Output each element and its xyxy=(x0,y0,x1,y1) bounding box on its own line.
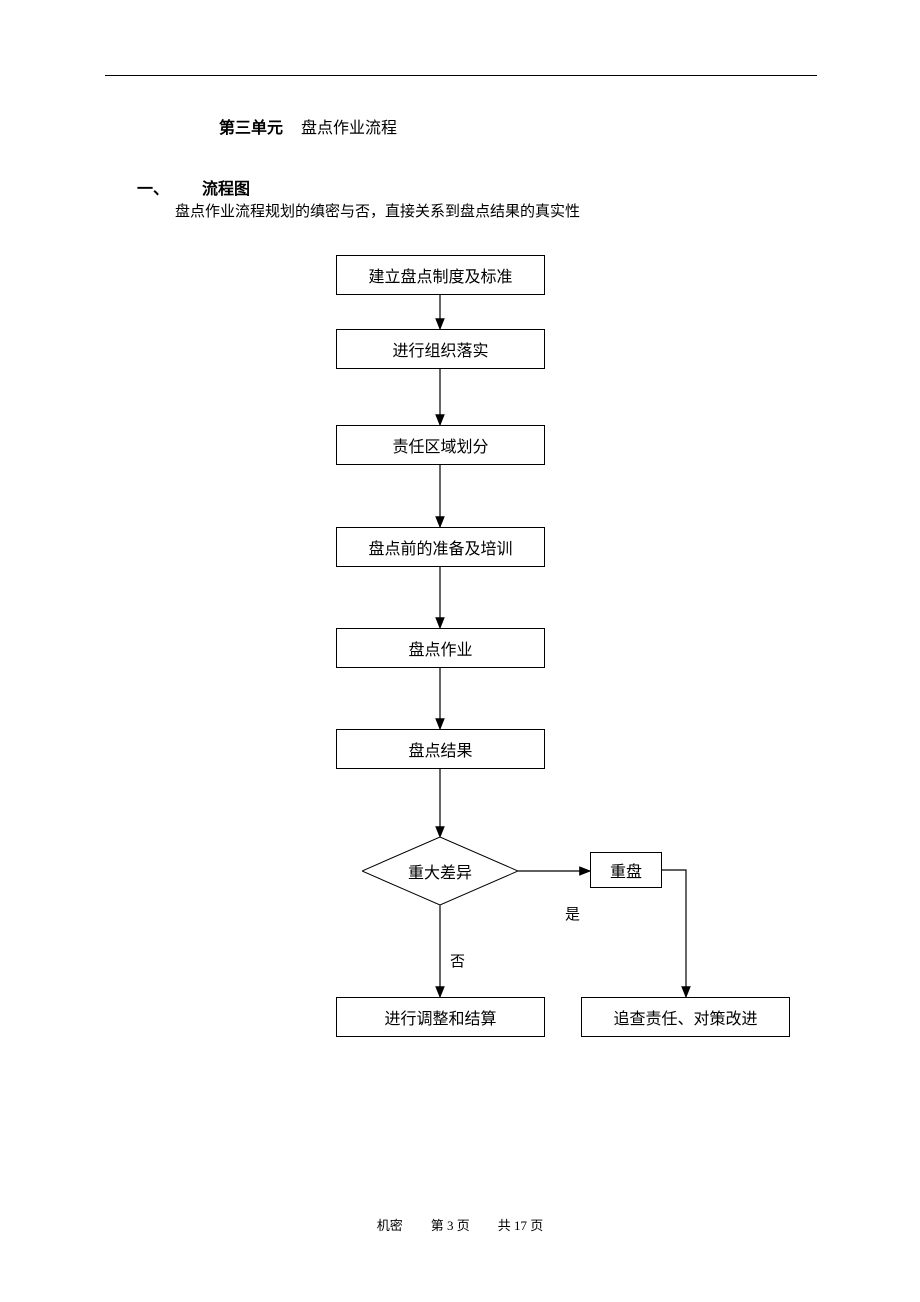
flow-node-n2: 进行组织落实 xyxy=(336,329,545,369)
footer-page-suffix: 页 xyxy=(457,1218,470,1233)
flowchart: 建立盘点制度及标准进行组织落实责任区域划分盘点前的准备及培训盘点作业盘点结果重大… xyxy=(0,0,920,1302)
flow-node-n4: 盘点前的准备及培训 xyxy=(336,527,545,567)
flow-decision-label: 重大差异 xyxy=(408,859,472,883)
flow-node-n6: 盘点结果 xyxy=(336,729,545,769)
flow-node-n7: 重盘 xyxy=(590,852,662,888)
flow-node-n3: 责任区域划分 xyxy=(336,425,545,465)
flow-decision-d1: 重大差异 xyxy=(362,837,518,905)
flow-edge-label-是: 是 xyxy=(565,903,580,924)
flow-edge-label-否: 否 xyxy=(450,950,465,971)
flow-node-n9: 追查责任、对策改进 xyxy=(581,997,790,1037)
footer-total-suffix: 页 xyxy=(530,1218,543,1233)
page-footer: 机密 第 3 页 共 17 页 xyxy=(0,1215,920,1234)
footer-page-total: 17 xyxy=(514,1218,527,1233)
flow-node-n1: 建立盘点制度及标准 xyxy=(336,255,545,295)
footer-page-current: 3 xyxy=(447,1218,454,1233)
flow-node-n5: 盘点作业 xyxy=(336,628,545,668)
footer-confidential: 机密 xyxy=(377,1218,403,1233)
footer-page-prefix: 第 xyxy=(431,1218,444,1233)
flow-edge-n7-n9 xyxy=(662,870,686,997)
footer-total-prefix: 共 xyxy=(498,1218,511,1233)
flow-node-n8: 进行调整和结算 xyxy=(336,997,545,1037)
